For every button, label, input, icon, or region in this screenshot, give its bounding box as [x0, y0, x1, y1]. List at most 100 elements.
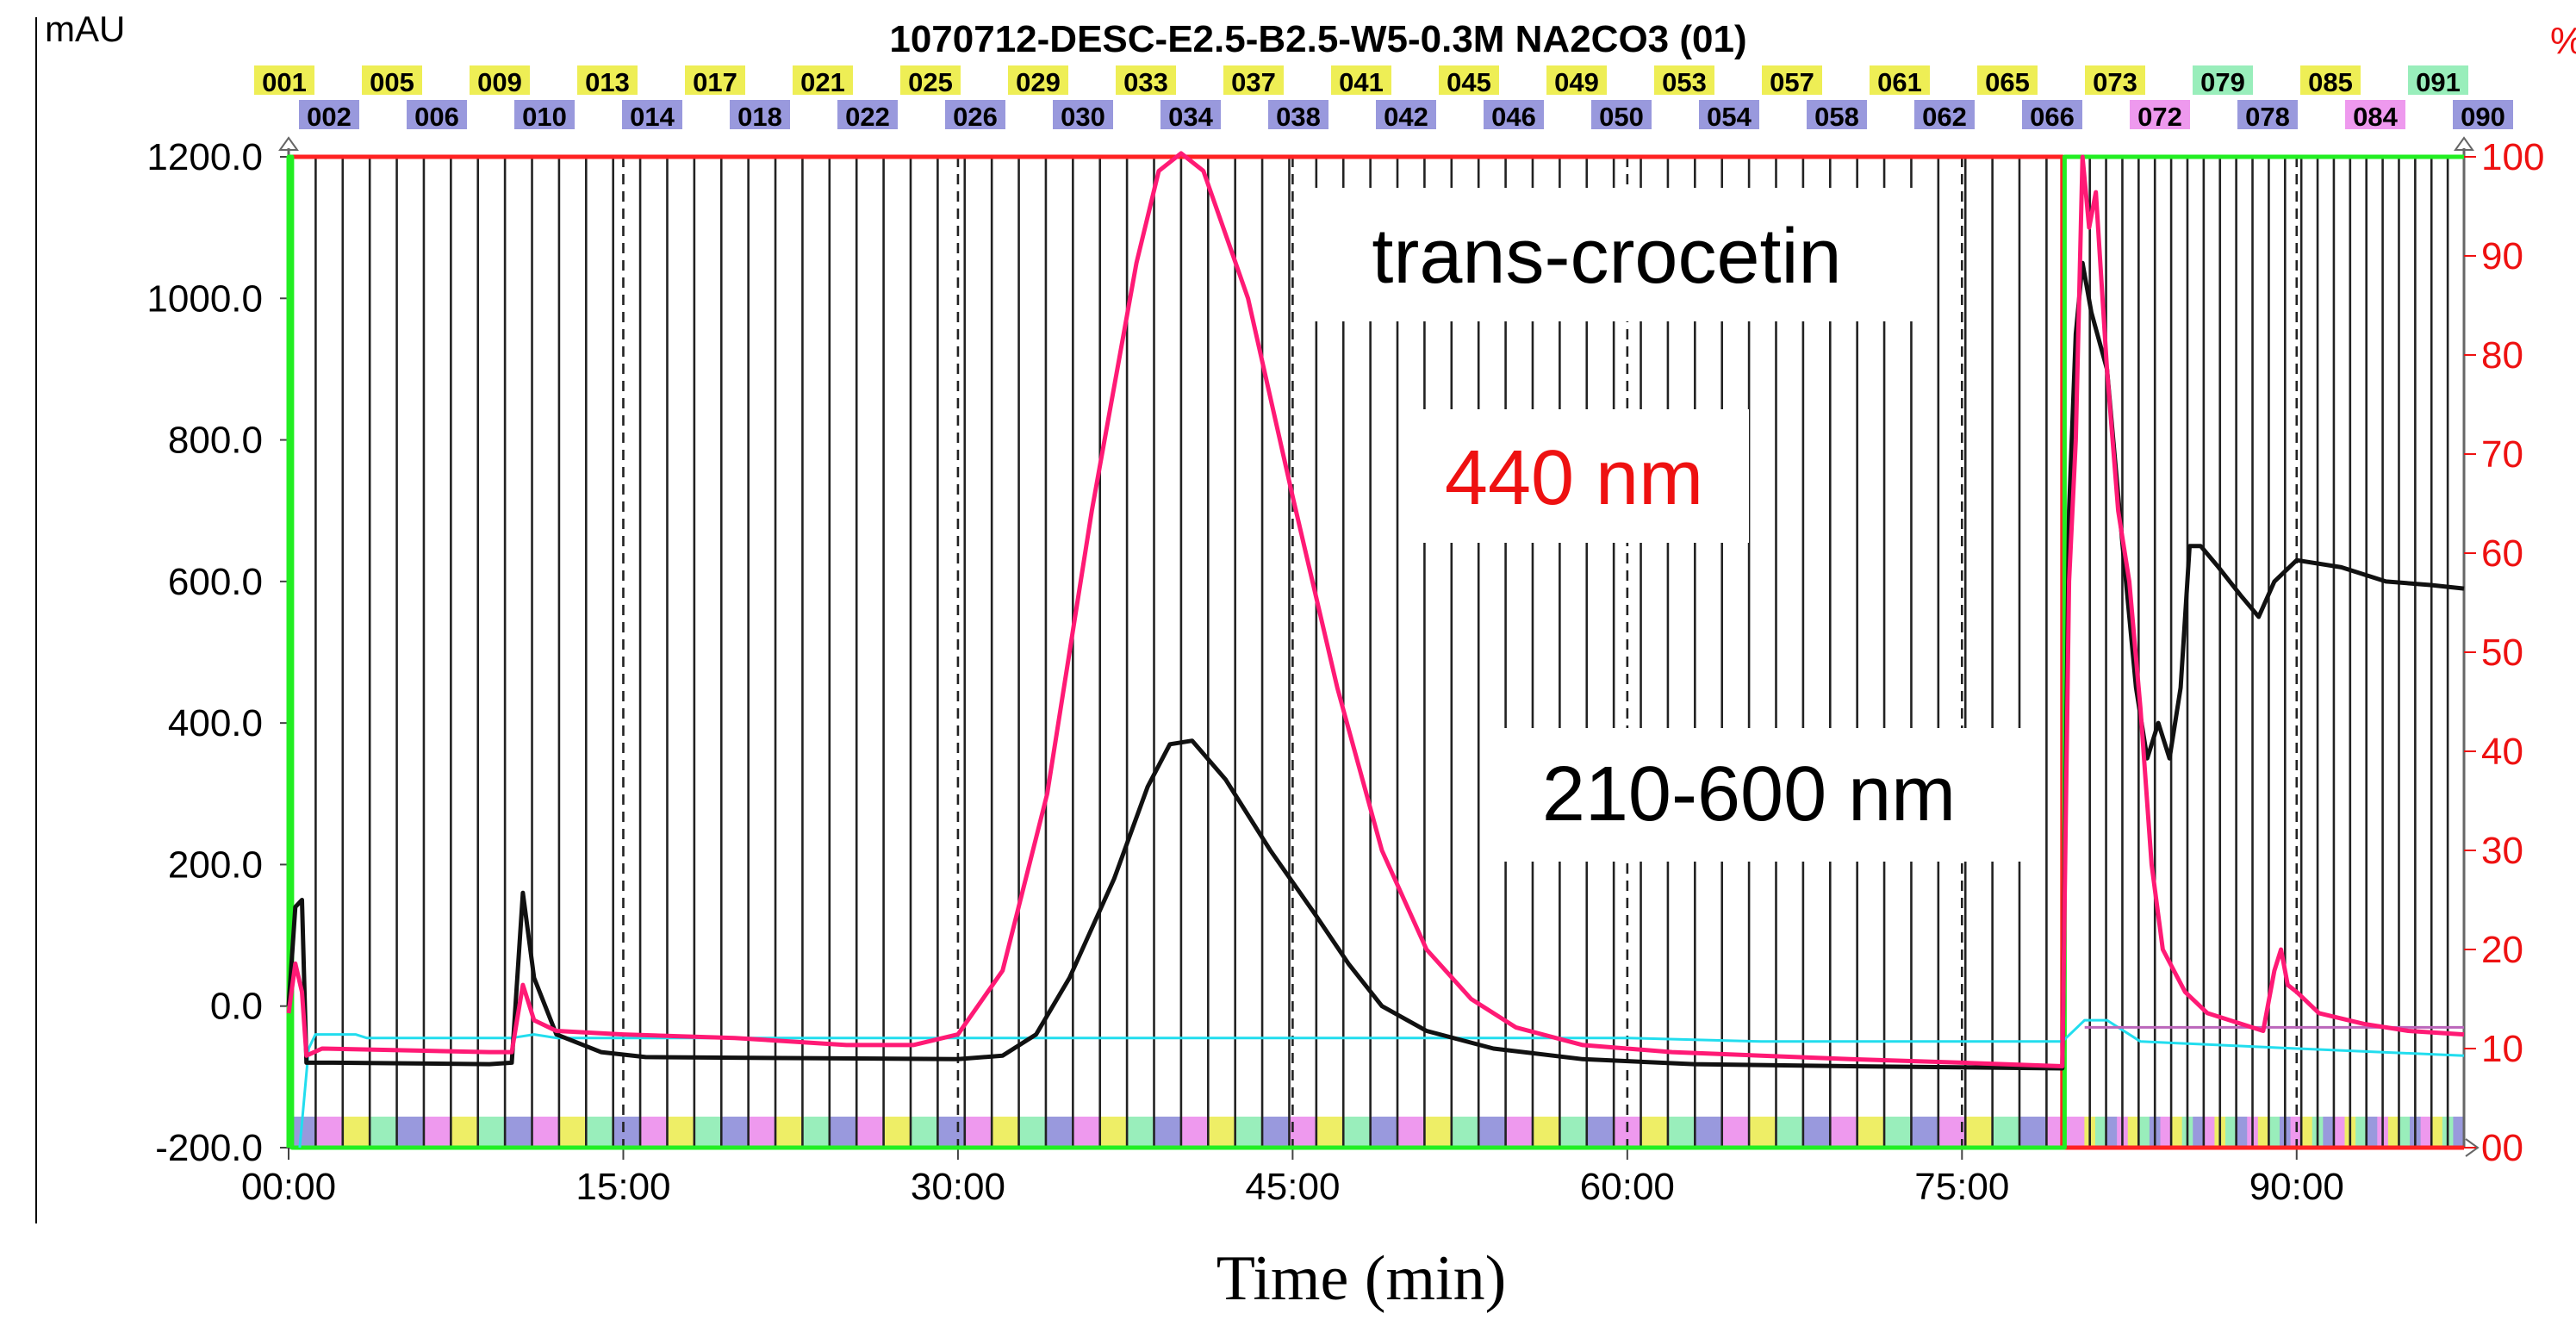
fraction-top: 091: [2416, 67, 2461, 97]
fraction-cell: [2019, 1117, 2047, 1148]
fraction-top-bg: [1762, 65, 1822, 95]
y2-tick-label: 20: [2481, 929, 2523, 971]
fraction-top-bg: [2085, 65, 2145, 95]
fraction-cell: [1045, 1117, 1073, 1148]
x-tick-label: 60:00: [1580, 1166, 1675, 1208]
series-layer: [286, 151, 2465, 1150]
fraction-bottom: 046: [1491, 102, 1536, 132]
fraction-bottom: 062: [1922, 102, 1967, 132]
annotation-box-440: [1400, 409, 1749, 543]
fraction-cell: [856, 1117, 885, 1148]
fraction-bottom-bg: [299, 100, 359, 129]
fraction-bottom-bg: [2345, 100, 2405, 129]
x-axis-arrow: [2465, 1138, 2480, 1157]
fraction-top-bg: [362, 65, 422, 95]
y-tick-label: 1000.0: [146, 277, 263, 320]
y-tick-label: 1200.0: [146, 136, 263, 178]
fraction-cell: [315, 1117, 344, 1148]
fraction-cell: [1640, 1117, 1669, 1148]
fraction-top: 057: [1770, 67, 1814, 97]
fraction-cell: [2236, 1117, 2248, 1148]
fraction-top: 049: [1554, 67, 1599, 97]
fraction-cell: [1208, 1117, 1236, 1148]
y2-tick-label: 40: [2481, 731, 2523, 773]
fraction-cell: [937, 1117, 966, 1148]
fraction-top-bg: [254, 65, 314, 95]
series-green-trace: [286, 154, 2464, 1150]
fraction-bottom: 026: [953, 102, 998, 132]
fraction-cell: [2399, 1117, 2411, 1148]
fraction-cell: [1154, 1117, 1182, 1148]
fraction-cell: [1992, 1117, 2020, 1148]
fraction-bottom-bg: [730, 100, 790, 129]
fraction-cell: [2431, 1117, 2443, 1148]
fraction-bottom: 066: [2030, 102, 2075, 132]
fraction-bottom: 022: [845, 102, 890, 132]
y-tick-label: -200.0: [155, 1127, 263, 1169]
fraction-cell: [396, 1117, 425, 1148]
fraction-cell: [613, 1117, 641, 1148]
x-tick-label: 00:00: [241, 1166, 336, 1208]
fraction-bottom: 042: [1384, 102, 1428, 132]
fraction-top-bg: [2408, 65, 2468, 95]
fraction-cell: [1532, 1117, 1560, 1148]
fraction-bottom: 038: [1276, 102, 1321, 132]
fraction-bottom-bg: [407, 100, 467, 129]
fraction-top: 013: [585, 67, 630, 97]
fraction-top-bg: [793, 65, 853, 95]
fraction-bottom: 078: [2245, 102, 2290, 132]
annotation-crocetin: trans-crocetin: [1372, 214, 1841, 300]
y-tick-label: 600.0: [168, 561, 263, 603]
fraction-cell: [2257, 1117, 2269, 1148]
fraction-cell: [1776, 1117, 1804, 1148]
y2-tick-label: 70: [2481, 433, 2523, 476]
fraction-bottom: 058: [1814, 102, 1859, 132]
fraction-bottom: 054: [1707, 102, 1752, 132]
fraction-cell: [721, 1117, 750, 1148]
fraction-cell: [532, 1117, 560, 1148]
fraction-cell: [451, 1117, 479, 1148]
fraction-labels-top: 001 005 009 013 017 021 025 029 033 037 041 045 049 0…: [254, 65, 2468, 97]
fraction-cell: [342, 1117, 370, 1148]
fraction-cell: [775, 1117, 803, 1148]
fraction-gridlines: [314, 157, 2449, 1148]
fraction-bottom: 050: [1599, 102, 1644, 132]
fraction-top-bg: [577, 65, 638, 95]
fraction-cell: [1451, 1117, 1479, 1148]
fraction-cell: [667, 1117, 695, 1148]
fraction-bottom-bg: [1053, 100, 1113, 129]
x-tick-label: 15:00: [576, 1166, 670, 1208]
fraction-cell: [1721, 1117, 1750, 1148]
fraction-cell: [883, 1117, 912, 1148]
fraction-cell: [1180, 1117, 1209, 1148]
fraction-cell: [2301, 1117, 2313, 1148]
fraction-top-bg: [1654, 65, 1714, 95]
series-440-nm: [286, 151, 2465, 1068]
fraction-cell: [1857, 1117, 1885, 1148]
fraction-bottom-bg: [1914, 100, 1975, 129]
fraction-bottom-bg: [1699, 100, 1759, 129]
fraction-top-bg: [1546, 65, 1607, 95]
fraction-cell: [2160, 1117, 2172, 1148]
fraction-cell: [423, 1117, 451, 1148]
fraction-top: 037: [1231, 67, 1276, 97]
x-tick-label: 75:00: [1914, 1166, 2009, 1208]
fraction-bottom-bg: [2130, 100, 2190, 129]
fraction-bottom-bg: [1376, 100, 1436, 129]
fraction-cell: [1018, 1117, 1047, 1148]
fraction-cell: [2171, 1117, 2183, 1148]
fraction-cell: [1911, 1117, 1939, 1148]
fraction-cell: [558, 1117, 587, 1148]
fraction-top: 029: [1016, 67, 1061, 97]
x-axis-label: Time (min): [1216, 1243, 1506, 1314]
y-tick-label: 0.0: [210, 986, 263, 1028]
x-tick-label: 90:00: [2249, 1166, 2344, 1208]
axes: -200.0 0.0 200.0 400.0 600.0 800.0 1000.0 1200.…: [146, 136, 2544, 1208]
fraction-top: 041: [1339, 67, 1384, 97]
fraction-cell: [2453, 1117, 2465, 1148]
y2-tick-label: 60: [2481, 532, 2523, 575]
fraction-bottom: 072: [2137, 102, 2182, 132]
fraction-top-bg: [685, 65, 745, 95]
chart-title: 1070712-DESC-E2.5-B2.5-W5-0.3M NA2CO3 (0…: [889, 18, 1746, 60]
